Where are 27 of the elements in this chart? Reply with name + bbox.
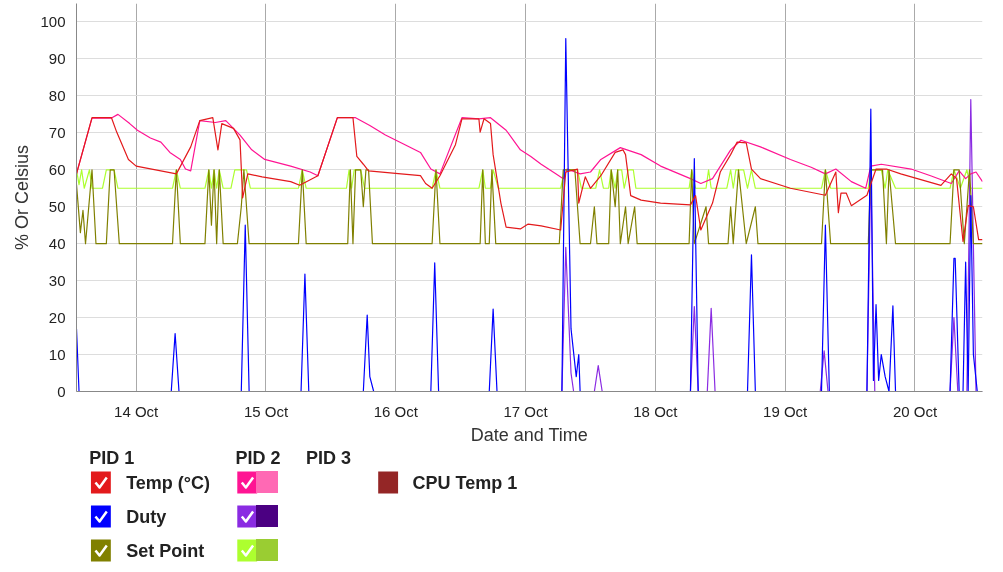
x-tick-label: 20 Oct	[892, 402, 938, 420]
x-tick-label: 17 Oct	[503, 402, 549, 420]
x-tick-label: 18 Oct	[633, 402, 679, 420]
x-tick-label: 15 Oct	[243, 402, 289, 420]
x-tick-label: 14 Oct	[114, 402, 160, 420]
y-tick-label: 0	[57, 382, 66, 400]
y-tick-label: 90	[48, 49, 66, 67]
legend-label: Duty	[126, 506, 167, 527]
legend-label: CPU Temp 1	[412, 472, 518, 493]
legend-label: Set Point	[126, 540, 205, 561]
y-tick-label: 10	[48, 345, 66, 363]
text: PID 1	[89, 447, 135, 468]
y-tick-label: 100	[40, 12, 66, 30]
x-tick-label: 19 Oct	[763, 402, 809, 420]
legend-label: Temp (°C)	[126, 472, 211, 493]
x-axis-title: Date and Time	[470, 424, 588, 445]
x-tick-label: 16 Oct	[373, 402, 419, 420]
y-tick-label: 40	[48, 234, 66, 252]
y-axis-title: % Or Celsius	[12, 144, 33, 251]
y-tick-label: 60	[48, 160, 66, 178]
y-tick-label: 30	[48, 271, 66, 289]
y-tick-label: 80	[48, 86, 66, 104]
y-tick-label: 50	[48, 197, 66, 215]
y-tick-label: 20	[48, 308, 66, 326]
text: PID 2	[235, 447, 281, 468]
y-tick-label: 70	[48, 123, 66, 141]
text: PID 3	[305, 447, 351, 468]
